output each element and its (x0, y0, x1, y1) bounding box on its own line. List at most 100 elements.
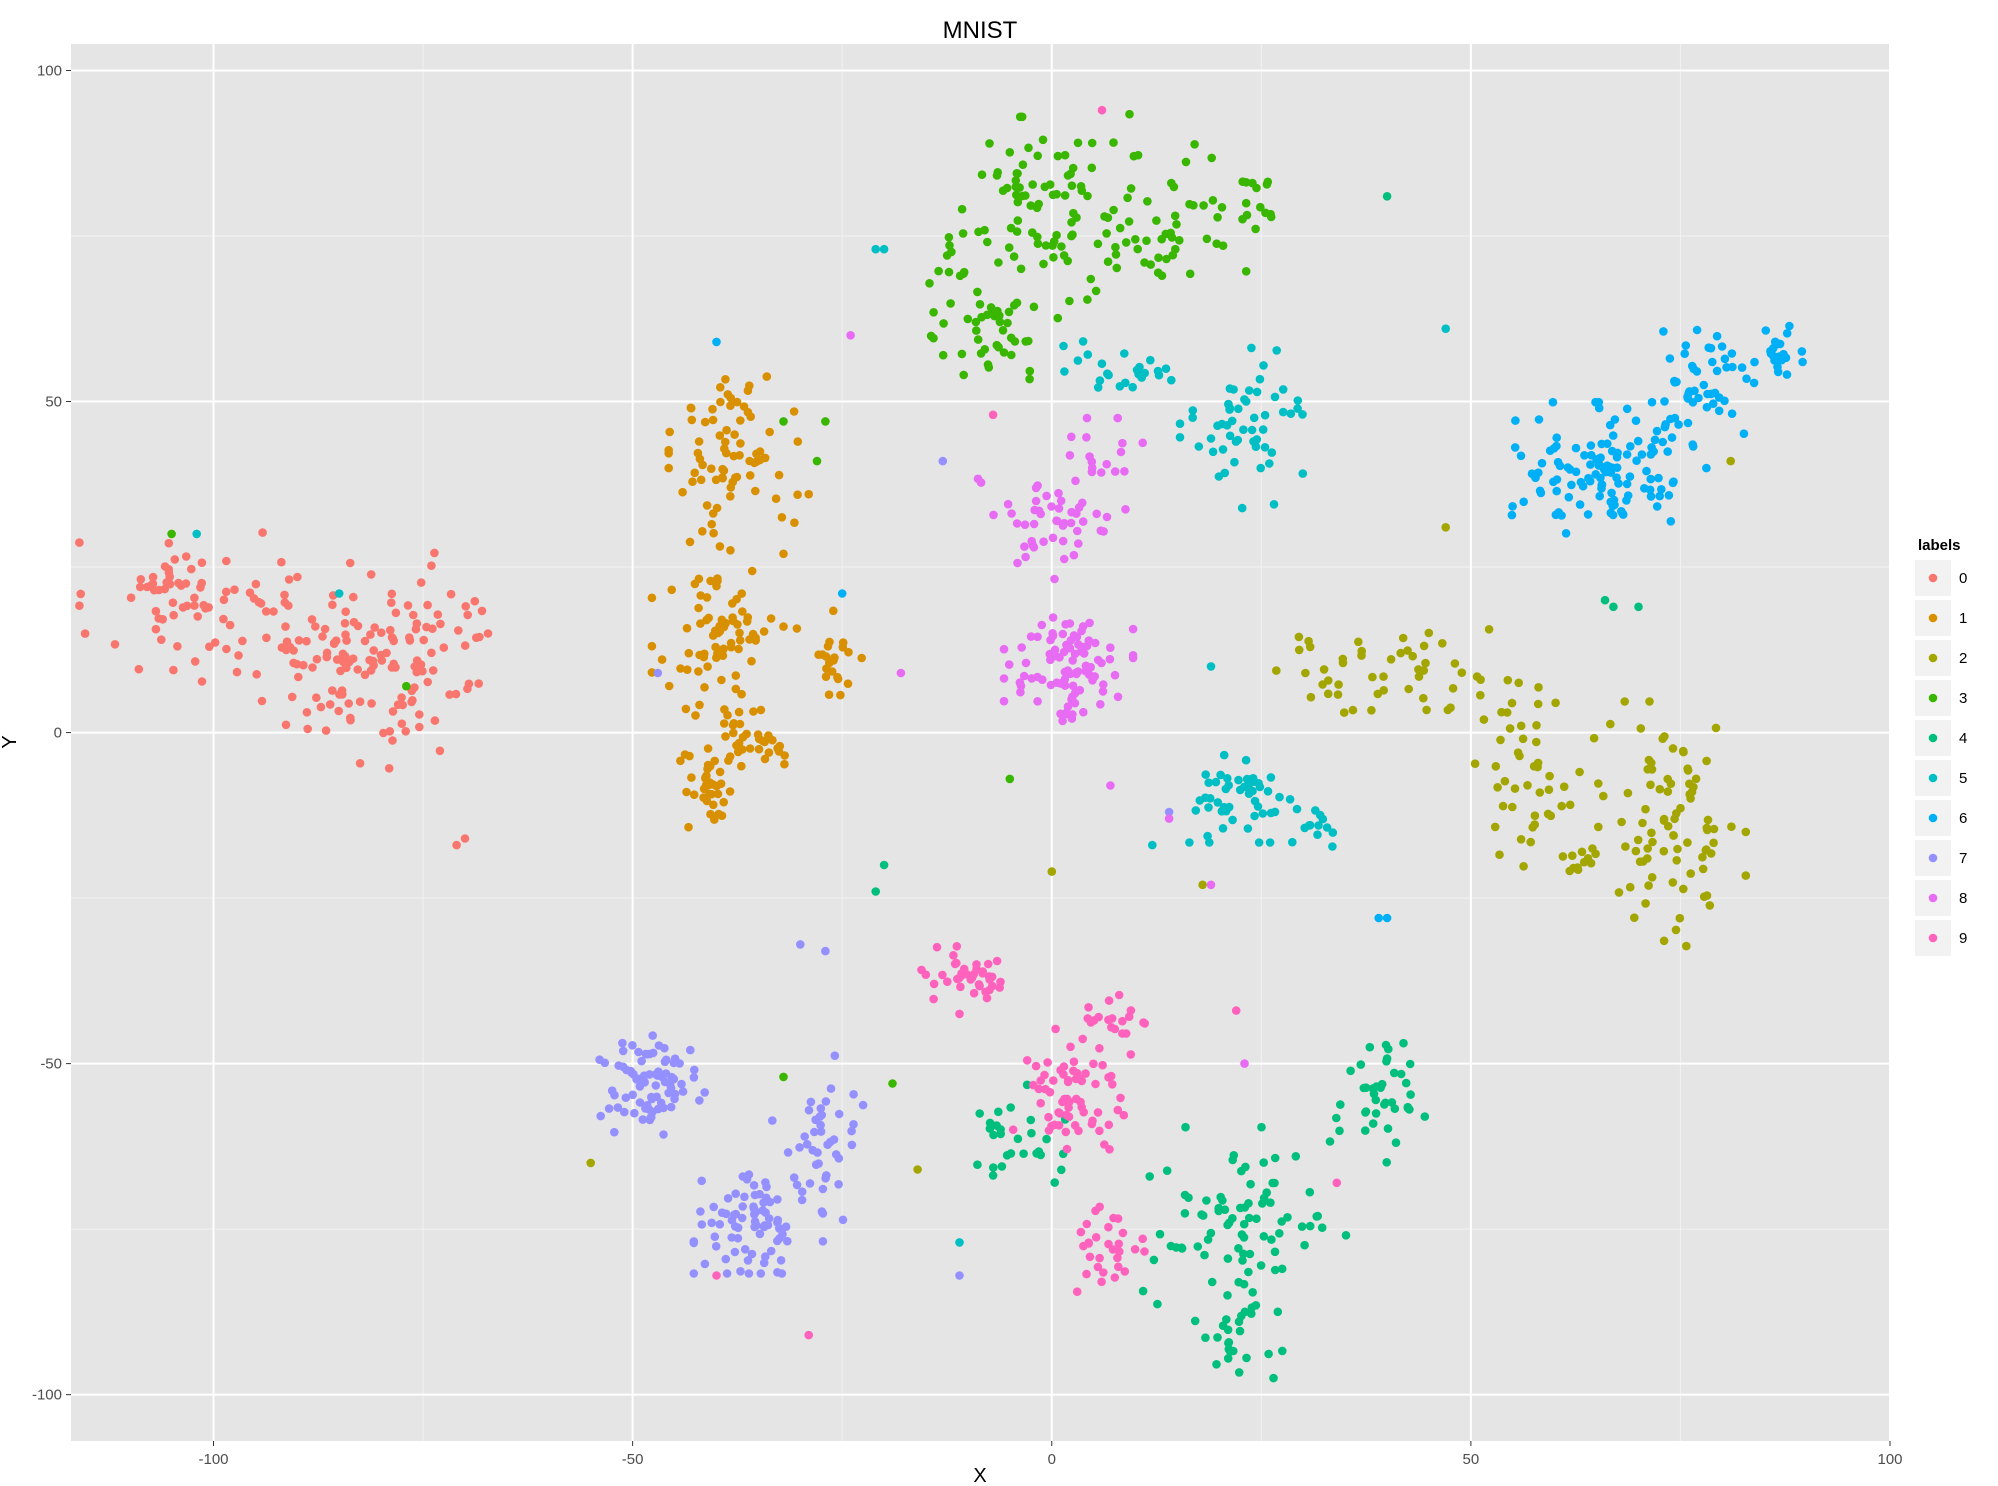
data-point-label-2 (1675, 913, 1685, 923)
data-point-label-1 (667, 585, 676, 595)
data-point-label-6 (1702, 402, 1712, 412)
data-point-label-6 (1646, 492, 1656, 501)
data-point-label-1 (719, 719, 729, 728)
data-point-label-2 (1705, 901, 1715, 910)
data-point-label-2 (1419, 693, 1428, 703)
data-point-label-5 (1208, 447, 1218, 457)
data-point-label-0 (451, 689, 461, 699)
data-point-label-0 (222, 644, 231, 654)
data-point-label-4 (1365, 1042, 1375, 1052)
data-point-label-8 (1105, 654, 1115, 664)
data-point-label-4 (1234, 1368, 1244, 1377)
data-point-label-3 (957, 349, 967, 359)
data-point-label-2 (1496, 735, 1505, 745)
data-point-label-4 (1403, 1103, 1413, 1113)
data-point-label-1 (715, 542, 725, 551)
data-point-label-8 (1031, 483, 1041, 493)
data-point-label-9 (983, 959, 993, 969)
data-point-label-8 (1099, 527, 1108, 536)
data-point-label-1 (689, 790, 699, 799)
data-point-label-3 (1015, 112, 1025, 122)
data-point-label-8 (1102, 512, 1112, 522)
data-point-label-6 (1597, 484, 1606, 493)
data-point-label-5 (1146, 355, 1155, 365)
data-point-label-4 (1019, 1149, 1028, 1158)
data-point-label-5 (879, 244, 889, 254)
data-point-label-3 (1045, 180, 1055, 189)
data-point-label-2 (1354, 637, 1363, 647)
data-point-label-1 (696, 475, 706, 485)
x-axis-ticks: -100 -50 0 50 100 (198, 1441, 1903, 1468)
data-point-label-8 (999, 674, 1009, 683)
data-point-label-2 (1679, 747, 1688, 757)
data-point-label-6 (1667, 433, 1677, 442)
data-point-label-5 (1237, 503, 1247, 513)
data-point-label-9 (1097, 1277, 1106, 1287)
data-point-label-1 (764, 748, 774, 757)
data-point-label-4 (1197, 1210, 1206, 1219)
data-point-label-4 (1356, 1060, 1366, 1069)
data-point-label-6 (1658, 437, 1667, 447)
data-point-label-5 (1060, 367, 1069, 376)
data-point-label-6 (1728, 362, 1737, 372)
data-point-label-5 (1154, 370, 1164, 380)
data-point-label-1 (690, 579, 700, 589)
data-point-label-2 (1663, 787, 1673, 796)
data-point-label-4 (989, 1163, 998, 1172)
data-point-label-1 (719, 797, 728, 807)
data-point-label-1 (680, 750, 690, 759)
data-point-label-1 (657, 655, 667, 664)
data-point-label-4 (1237, 1230, 1247, 1239)
data-point-label-6 (1688, 398, 1698, 407)
data-point-label-7 (727, 1233, 736, 1242)
data-point-label-6 (1625, 472, 1635, 481)
data-point-label-2 (1565, 800, 1575, 810)
data-point-label-6 (1612, 463, 1622, 473)
data-point-label-3 (980, 225, 989, 235)
data-point-label-1 (732, 594, 741, 604)
data-point-label-7 (618, 1062, 628, 1072)
data-point-label-8 (1106, 781, 1115, 790)
data-point-label-2 (1709, 824, 1719, 834)
data-point-label-1 (732, 472, 742, 482)
data-point-label-4 (1239, 1219, 1249, 1229)
data-point-label-1 (647, 593, 657, 603)
data-point-label-3 (1028, 180, 1037, 189)
data-point-label-3 (992, 340, 1002, 350)
data-point-label-5 (1228, 815, 1237, 825)
data-point-label-9 (1066, 1042, 1075, 1052)
data-point-label-2 (1660, 732, 1669, 741)
data-point-label-4 (1381, 1098, 1390, 1108)
data-point-label-5 (1244, 386, 1254, 395)
data-point-label-1 (716, 383, 725, 392)
data-point-label-9 (1031, 1061, 1041, 1071)
data-point-label-4 (1235, 1326, 1245, 1336)
data-point-label-8 (1078, 517, 1088, 526)
data-point-label-5 (1083, 350, 1093, 359)
data-point-label-7 (689, 1073, 699, 1082)
data-point-label-0 (464, 679, 474, 689)
data-point-label-0 (252, 670, 261, 679)
data-point-label-7 (749, 1202, 758, 1211)
data-point-label-4 (1218, 1321, 1228, 1330)
data-point-label-2 (1513, 748, 1523, 757)
data-point-label-7 (750, 1222, 759, 1232)
data-point-label-3 (1102, 229, 1111, 238)
data-point-label-4 (1145, 1172, 1154, 1181)
data-point-label-6 (1596, 473, 1605, 483)
data-point-label-4 (1239, 1249, 1248, 1259)
data-point-label-5 (1265, 838, 1275, 847)
data-point-label-0 (151, 624, 161, 634)
data-point-label-6 (1534, 415, 1544, 424)
data-point-label-0 (435, 746, 445, 756)
data-point-label-8 (1099, 680, 1108, 689)
data-point-label-9 (1110, 1273, 1120, 1282)
data-point-label-9 (1044, 1112, 1053, 1122)
legend-swatch-5 (1928, 773, 1938, 783)
data-point-label-2 (1648, 837, 1657, 847)
data-point-label-0 (332, 655, 342, 664)
legend-swatch-2 (1928, 653, 1938, 663)
data-point-label-9 (1076, 1227, 1086, 1237)
data-point-label-1 (683, 665, 692, 674)
data-point-label-7 (821, 946, 830, 956)
